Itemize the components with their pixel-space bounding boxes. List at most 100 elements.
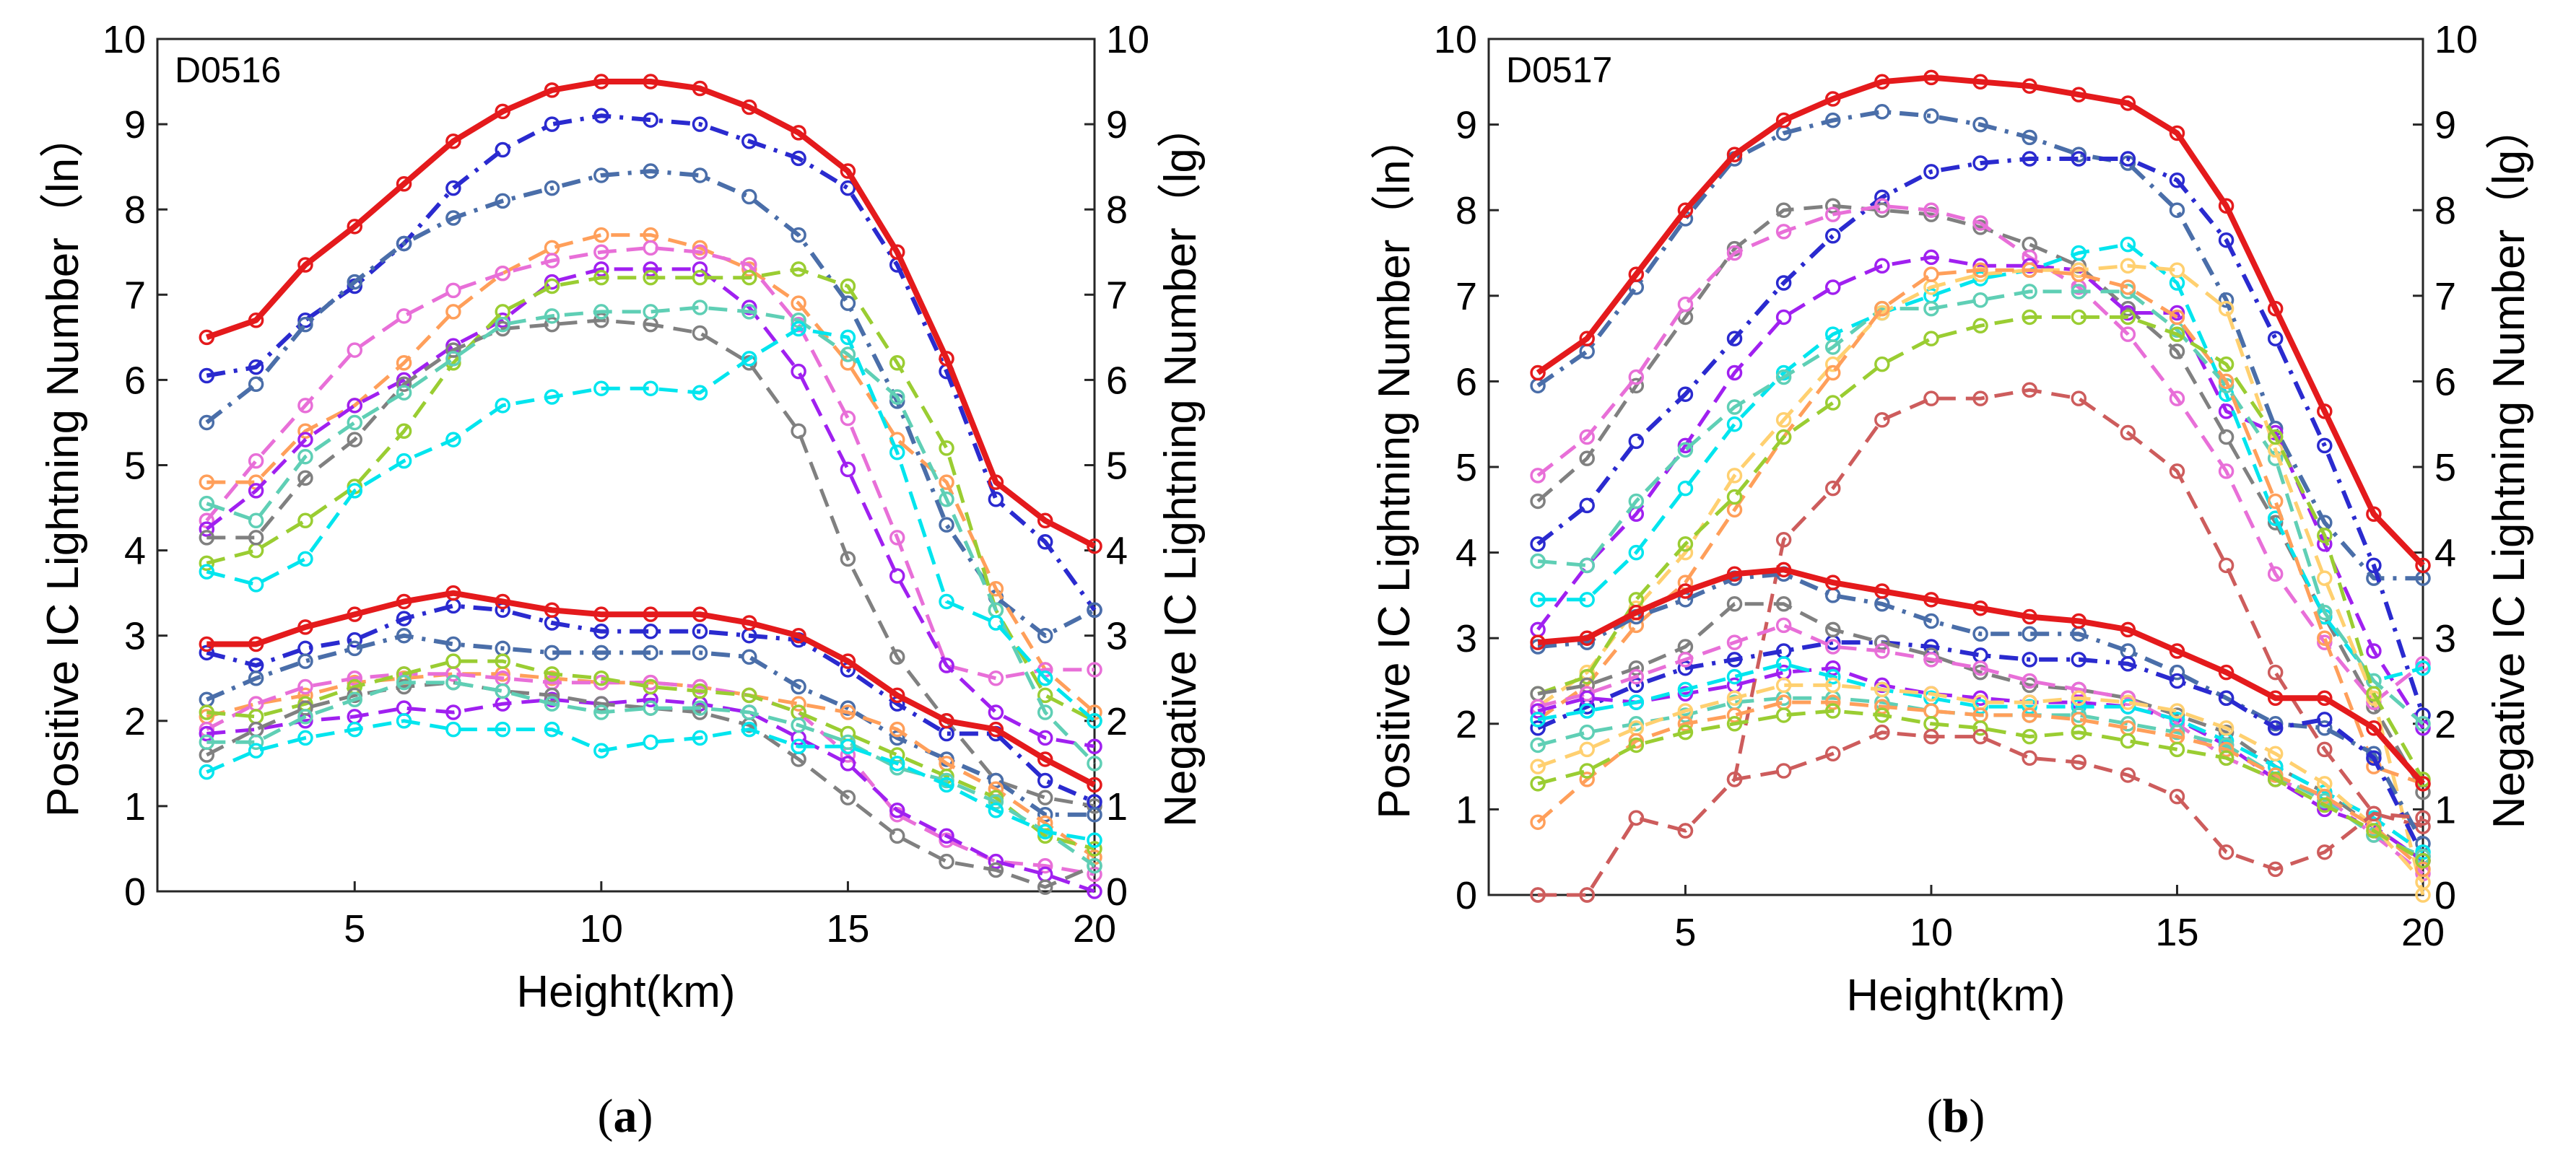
data-point-positive-2 [495, 193, 510, 209]
series-line-positive-5 [1536, 255, 2425, 730]
y-tick-label-right: 8 [1106, 188, 1128, 232]
data-point-positive-4 [248, 453, 264, 469]
data-point-negative-8 [2218, 720, 2235, 736]
panel-b: 0 1 2 3 4 5 6 7 8 9 10 0 1 2 3 4 5 6 7 8 9 10 5 10 15 20 Height(km… [1370, 18, 2534, 1143]
data-point-positive-6 [1677, 480, 1694, 497]
data-point-negative-4 [297, 678, 313, 695]
data-point-positive-7 [297, 470, 313, 486]
data-point-total-negative [1087, 777, 1102, 793]
data-point-negative-9 [1579, 772, 1595, 787]
data-point-negative-5 [1677, 686, 1694, 702]
series-line-positive-3 [1536, 204, 2425, 793]
data-point-positive-7 [199, 530, 215, 546]
data-point-total-positive [692, 80, 708, 97]
data-point-positive-3 [1579, 450, 1595, 466]
data-point-positive-8 [445, 351, 461, 367]
data-point-positive-1 [791, 150, 806, 167]
data-point-positive-6 [1726, 416, 1743, 432]
data-point-positive-9 [248, 577, 264, 593]
series-line-positive-6 [1538, 243, 2424, 683]
series-line-positive-9 [206, 327, 1096, 722]
data-point-negative-9 [396, 713, 412, 729]
data-point-negative-5 [939, 828, 954, 844]
data-point-negative-2 [2022, 652, 2037, 668]
data-point-negative-2 [1530, 720, 1546, 736]
data-point-positive-4 [1726, 245, 1743, 261]
data-point-negative-2 [2218, 690, 2235, 706]
data-point-negative-8 [495, 683, 510, 699]
data-point-negative-11 [2366, 805, 2382, 822]
data-point-negative-11 [2317, 844, 2333, 860]
data-point-negative-8 [2169, 703, 2185, 719]
data-point-negative-2 [1677, 660, 1694, 676]
data-point-positive-5 [1037, 730, 1053, 746]
data-point-positive-3 [2169, 344, 2185, 359]
series-line-negative-9 [206, 719, 1095, 842]
x-axis-title: Height(km) [1846, 971, 2065, 1021]
data-point-negative-6 [593, 670, 609, 686]
data-point-positive-10 [2366, 686, 2382, 702]
data-point-total-positive [2218, 198, 2235, 214]
data-point-negative-9 [445, 721, 461, 738]
data-point-total-negative [1628, 604, 1645, 621]
data-point-negative-1 [643, 624, 658, 639]
data-point-negative-3 [840, 704, 856, 720]
data-point-positive-11 [2169, 463, 2185, 479]
data-point-positive-9 [2071, 266, 2087, 282]
data-point-total-negative [544, 602, 560, 619]
series-line-negative-3 [206, 672, 1096, 859]
data-point-negative-9 [2022, 707, 2037, 723]
data-point-negative-2 [1087, 806, 1102, 823]
series-line-positive-9 [1536, 268, 2424, 786]
data-point-positive-7 [840, 551, 856, 567]
data-point-negative-4 [1087, 866, 1102, 883]
y-tick-label-left: 9 [1455, 104, 1477, 147]
series-line-negative-11 [1538, 730, 2424, 897]
series-line-total-positive [1536, 74, 2425, 568]
data-point-positive-5 [1923, 249, 1939, 266]
data-point-total-positive [1874, 74, 1890, 90]
y-tick-label-right: 1 [1106, 785, 1128, 829]
data-point-positive-9 [2169, 309, 2185, 326]
data-point-positive-6 [2415, 660, 2431, 676]
data-point-negative-6 [2120, 699, 2136, 715]
data-point-positive-2 [1677, 386, 1694, 402]
data-point-positive-4 [1824, 206, 1841, 222]
data-point-positive-5 [1726, 364, 1743, 381]
data-point-positive-7 [2071, 284, 2087, 300]
data-point-positive-1 [2169, 202, 2185, 218]
data-point-positive-2 [643, 163, 658, 179]
data-point-negative-3 [396, 670, 412, 686]
data-point-positive-7 [889, 649, 905, 665]
data-point-positive-9 [1874, 300, 1890, 317]
data-point-positive-7 [1530, 553, 1546, 569]
data-point-negative-3 [2022, 677, 2037, 694]
y-tick-label-right: 7 [1106, 274, 1128, 317]
data-point-total-positive [741, 99, 757, 115]
data-point-total-negative [988, 721, 1004, 738]
data-point-positive-3 [1530, 493, 1546, 510]
data-point-negative-7 [2071, 707, 2087, 723]
data-point-negative-2 [791, 678, 806, 695]
data-point-total-negative [939, 713, 954, 729]
data-point-positive-6 [1972, 271, 1988, 287]
data-point-positive-3 [1923, 206, 1939, 222]
data-point-positive-2 [2267, 331, 2284, 346]
data-point-negative-7 [2120, 716, 2136, 732]
data-point-negative-2 [2120, 656, 2136, 672]
data-point-positive-8 [1775, 412, 1792, 428]
data-point-positive-4 [2169, 390, 2185, 406]
data-point-positive-5 [692, 261, 708, 277]
data-point-negative-11 [1579, 887, 1595, 903]
series-line-negative-7 [206, 681, 1095, 889]
data-point-positive-10 [2071, 309, 2087, 326]
y-tick-label-left: 10 [103, 18, 146, 61]
data-point-positive-2 [1579, 497, 1595, 514]
data-point-positive-9 [297, 551, 313, 567]
data-point-negative-2 [692, 645, 708, 661]
y-tick-label-right: 10 [1106, 18, 1149, 61]
data-point-negative-9 [939, 777, 954, 793]
data-point-positive-4 [297, 398, 313, 414]
subfigure-label: (b) [1927, 1090, 1985, 1143]
data-point-negative-9 [297, 730, 313, 746]
